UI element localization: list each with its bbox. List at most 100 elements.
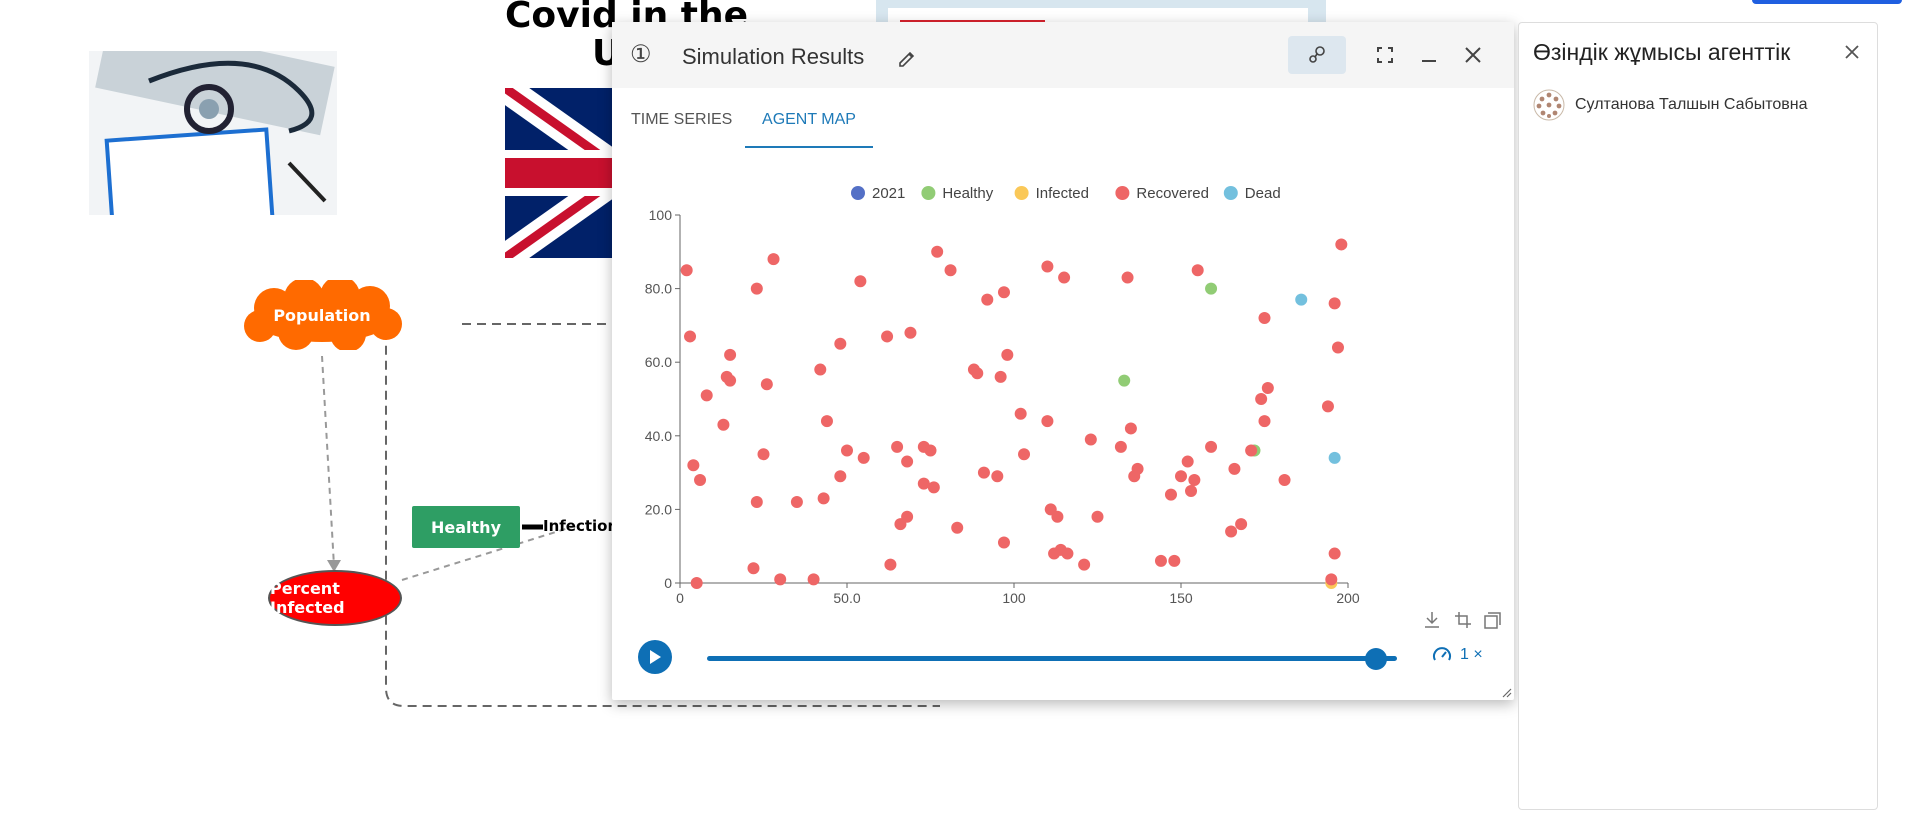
minimize-icon[interactable] <box>1412 38 1446 72</box>
download-icon[interactable] <box>1425 612 1439 628</box>
agent-point-recovered[interactable] <box>1255 393 1268 405</box>
agent-point-recovered[interactable] <box>1335 238 1348 251</box>
tab-agent-map[interactable]: AGENT MAP <box>745 102 873 148</box>
time-slider-track[interactable] <box>707 656 1397 661</box>
agent-point-recovered[interactable] <box>1154 554 1167 567</box>
agent-point-recovered[interactable] <box>1131 462 1144 475</box>
agent-point-recovered[interactable] <box>981 293 994 306</box>
agent-point-recovered[interactable] <box>1061 547 1074 560</box>
agent-point-recovered[interactable] <box>1181 455 1194 468</box>
population-cloud-node[interactable]: Population <box>236 280 408 350</box>
agent-point-recovered[interactable] <box>724 348 737 361</box>
agent-point-recovered[interactable] <box>901 510 914 523</box>
agent-point-recovered[interactable] <box>1014 407 1027 420</box>
agent-point-recovered[interactable] <box>760 378 773 391</box>
agent-point-recovered[interactable] <box>1121 271 1134 284</box>
agent-point-recovered[interactable] <box>991 470 1004 483</box>
agent-point-recovered[interactable] <box>857 451 870 464</box>
resize-handle-icon[interactable] <box>1502 688 1512 698</box>
agent-point-recovered[interactable] <box>1175 470 1187 483</box>
agent-point-recovered[interactable] <box>1051 510 1064 523</box>
agent-point-recovered[interactable] <box>1185 485 1198 497</box>
agent-point-healthy[interactable] <box>1205 282 1218 295</box>
agent-point-recovered[interactable] <box>690 577 703 589</box>
agent-point-recovered[interactable] <box>904 326 917 339</box>
agent-point-recovered[interactable] <box>817 492 830 505</box>
agent-point-recovered[interactable] <box>1124 422 1137 435</box>
agent-point-recovered[interactable] <box>841 444 853 457</box>
window-header[interactable]: ① Simulation Results <box>612 22 1514 88</box>
restore-icon[interactable] <box>1484 612 1501 629</box>
agent-point-recovered[interactable] <box>1058 271 1071 284</box>
agent-point-recovered[interactable] <box>1041 415 1054 428</box>
agent-point-recovered[interactable] <box>1245 444 1258 457</box>
agent-point-recovered[interactable] <box>931 245 944 258</box>
agent-point-recovered[interactable] <box>834 337 847 350</box>
agent-point-recovered[interactable] <box>1188 473 1201 486</box>
agent-point-recovered[interactable] <box>834 470 847 483</box>
agent-point-recovered[interactable] <box>994 370 1007 383</box>
agent-point-recovered[interactable] <box>1168 554 1181 567</box>
agent-point-recovered[interactable] <box>750 282 763 295</box>
agent-point-recovered[interactable] <box>820 415 833 428</box>
speed-control[interactable]: 1 × <box>1432 645 1483 665</box>
close-icon[interactable] <box>1456 38 1490 72</box>
agent-point-recovered[interactable] <box>1091 510 1104 523</box>
agent-point-recovered[interactable] <box>917 477 930 490</box>
time-slider-thumb[interactable] <box>1365 648 1388 670</box>
agent-point-recovered[interactable] <box>1278 473 1291 486</box>
agent-point-recovered[interactable] <box>884 558 897 571</box>
agent-point-recovered[interactable] <box>1228 462 1241 475</box>
agent-point-recovered[interactable] <box>1331 341 1344 354</box>
agent-point-recovered[interactable] <box>854 275 867 288</box>
agent-point-recovered[interactable] <box>1078 558 1091 571</box>
agent-point-recovered[interactable] <box>1084 433 1097 446</box>
agent-point-recovered[interactable] <box>684 330 697 343</box>
agent-point-recovered[interactable] <box>1018 448 1031 461</box>
agent-point-recovered[interactable] <box>700 389 713 402</box>
agent-point-recovered[interactable] <box>924 444 937 457</box>
agent-point-recovered[interactable] <box>901 455 914 468</box>
crop-icon[interactable] <box>1455 612 1471 628</box>
agent-point-recovered[interactable] <box>750 496 763 509</box>
agent-point-recovered[interactable] <box>1205 440 1218 453</box>
agent-point-dead[interactable] <box>1328 451 1341 464</box>
healthy-stock-node[interactable]: Healthy <box>412 506 520 548</box>
share-icon[interactable] <box>1288 36 1346 74</box>
agent-point-recovered[interactable] <box>757 448 770 461</box>
agent-point-recovered[interactable] <box>694 473 707 486</box>
close-panel-icon[interactable] <box>1837 37 1867 67</box>
agent-point-recovered[interactable] <box>680 264 693 277</box>
agent-point-recovered[interactable] <box>1001 348 1014 361</box>
agent-map-chart[interactable]: 2021 Healthy Infected Recovered Dead 0 20.0 40… <box>612 152 1514 632</box>
agent-point-recovered[interactable] <box>1321 400 1334 413</box>
agent-point-recovered[interactable] <box>1261 381 1274 394</box>
tab-time-series[interactable]: TIME SERIES <box>631 111 733 128</box>
agent-point-recovered[interactable] <box>951 521 964 534</box>
agent-point-recovered[interactable] <box>971 367 984 380</box>
agent-point-recovered[interactable] <box>1258 312 1271 325</box>
legend-item-2021[interactable]: 2021 <box>851 185 905 202</box>
legend-item-healthy[interactable]: Healthy <box>921 185 994 202</box>
agent-point-dead[interactable] <box>1295 293 1308 306</box>
agent-point-recovered[interactable] <box>1041 260 1054 273</box>
agent-point-recovered[interactable] <box>1191 264 1204 277</box>
agent-point-recovered[interactable] <box>997 536 1010 549</box>
percent-infected-node[interactable]: Percent Infected <box>268 570 402 626</box>
infection-flow-label[interactable]: Infection <box>543 517 619 535</box>
agent-point-recovered[interactable] <box>1235 518 1248 531</box>
agent-point-recovered[interactable] <box>1328 297 1341 310</box>
agent-point-recovered[interactable] <box>977 466 990 479</box>
agent-point-recovered[interactable] <box>927 481 940 494</box>
agent-point-recovered[interactable] <box>881 330 894 343</box>
agent-point-recovered[interactable] <box>717 418 730 431</box>
agent-point-recovered[interactable] <box>774 573 787 586</box>
agent-point-recovered[interactable] <box>747 562 760 575</box>
agent-point-healthy[interactable] <box>1118 374 1131 387</box>
agent-point-recovered[interactable] <box>1325 573 1338 586</box>
agent-point-recovered[interactable] <box>1258 415 1271 428</box>
agent-point-recovered[interactable] <box>814 363 827 376</box>
agent-point-recovered[interactable] <box>1225 525 1238 538</box>
agent-point-recovered[interactable] <box>767 253 780 266</box>
